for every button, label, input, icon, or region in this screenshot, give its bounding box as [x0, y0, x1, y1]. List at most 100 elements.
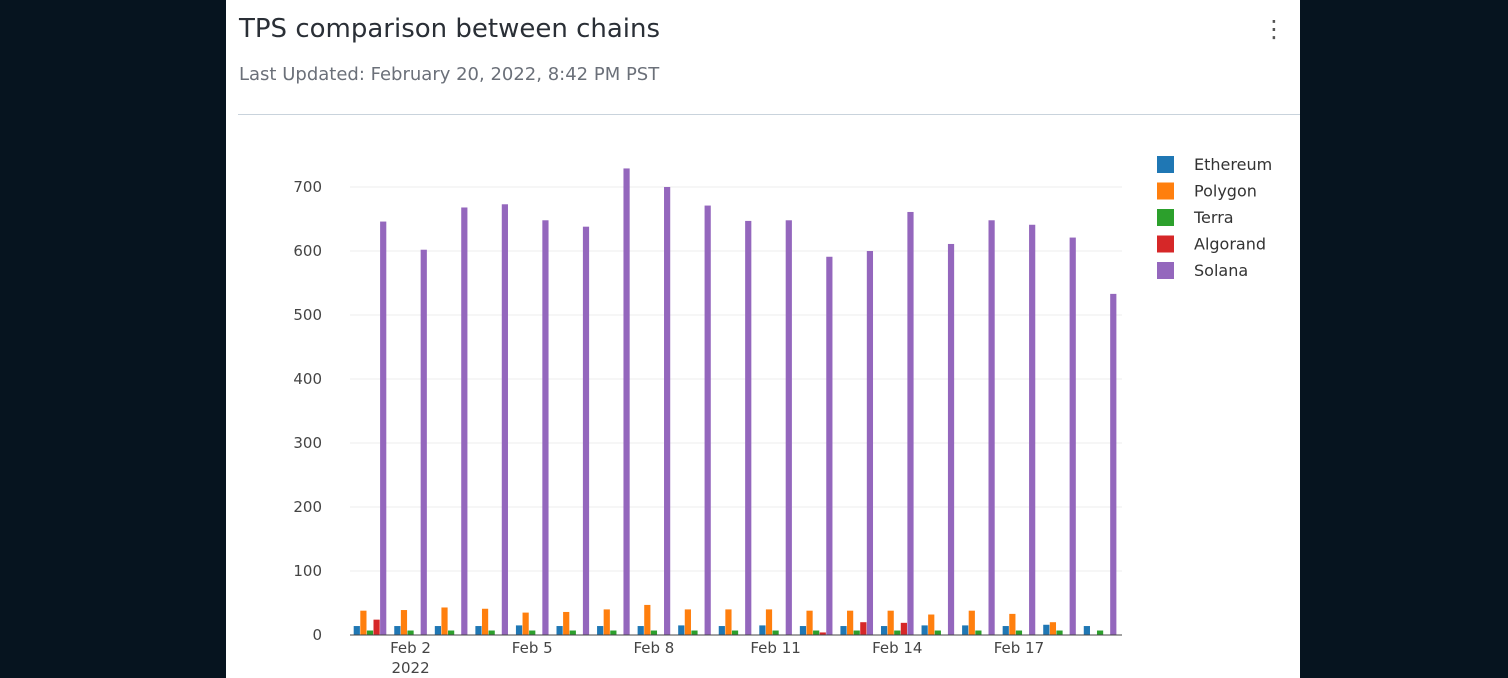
bar-ethereum: [597, 626, 604, 635]
bar-algorand: [860, 622, 867, 635]
y-tick-label: 200: [293, 498, 322, 516]
bar-algorand: [373, 619, 380, 635]
bar-algorand: [819, 632, 826, 635]
bar-solana: [380, 221, 387, 635]
bar-ethereum: [353, 626, 360, 635]
legend-swatch-solana: [1157, 262, 1174, 279]
bar-ethereum: [1002, 626, 1009, 635]
bar-polygon: [847, 610, 854, 635]
y-tick-label: 400: [293, 370, 322, 388]
bar-polygon: [968, 610, 975, 635]
bar-solana: [420, 249, 427, 635]
bar-ethereum: [840, 626, 847, 635]
legend-swatch-terra: [1157, 209, 1174, 226]
bar-terra: [529, 630, 536, 635]
bar-ethereum: [921, 625, 928, 635]
bar-solana: [623, 168, 630, 635]
bar-solana: [947, 243, 955, 635]
bar-ethereum: [515, 625, 523, 635]
bar-polygon: [725, 609, 732, 635]
bar-terra: [407, 630, 414, 635]
legend-swatch-polygon: [1157, 182, 1174, 200]
x-tick-label: Feb 11: [750, 639, 800, 657]
bar-ethereum: [1083, 626, 1090, 635]
bar-terra: [975, 630, 982, 635]
bar-terra: [610, 630, 617, 635]
y-tick-label: 100: [293, 562, 322, 580]
bar-polygon: [563, 611, 570, 635]
bar-polygon: [360, 610, 367, 635]
y-tick-label: 600: [293, 242, 322, 260]
bar-solana: [664, 187, 671, 635]
bar-solana: [582, 226, 590, 635]
last-updated: Last Updated: February 20, 2022, 8:42 PM…: [239, 64, 660, 85]
bar-ethereum: [1043, 624, 1050, 635]
bar-ethereum: [759, 625, 766, 635]
page-title: TPS comparison between chains: [239, 14, 661, 44]
bar-solana: [1110, 293, 1117, 635]
y-tick-label: 300: [293, 434, 322, 452]
bar-polygon: [928, 614, 935, 635]
legend-label-solana: Solana: [1194, 261, 1248, 280]
bar-polygon: [400, 610, 408, 635]
bar-terra: [488, 630, 495, 635]
bar-terra: [1096, 630, 1104, 635]
y-tick-label: 500: [293, 306, 322, 324]
bar-terra: [1056, 630, 1063, 635]
bar-ethereum: [678, 625, 685, 635]
bar-solana: [1069, 237, 1076, 635]
bar-ethereum: [880, 626, 888, 635]
bar-terra: [894, 630, 901, 635]
x-tick-label: Feb 17: [994, 639, 1044, 657]
bar-solana: [1029, 224, 1036, 635]
bar-polygon: [441, 607, 448, 635]
legend-label-algorand: Algorand: [1194, 235, 1266, 254]
bar-polygon: [522, 612, 529, 635]
y-tick-label: 0: [312, 626, 322, 644]
x-tick-label: Feb 5: [512, 639, 553, 657]
bar-terra: [813, 630, 820, 635]
bar-polygon: [806, 610, 813, 635]
bar-terra: [650, 630, 658, 635]
bar-ethereum: [475, 626, 482, 635]
bar-solana: [461, 207, 468, 636]
chart-card: TPS comparison between chains Last Updat…: [226, 0, 1300, 678]
legend-swatch-algorand: [1157, 235, 1174, 253]
bar-terra: [731, 630, 739, 635]
bar-terra: [934, 630, 941, 635]
bar-polygon: [684, 609, 691, 635]
bar-solana: [745, 220, 752, 636]
bar-polygon: [1009, 613, 1016, 635]
bar-solana: [501, 204, 508, 635]
bar-terra: [1015, 630, 1023, 635]
bar-terra: [448, 630, 455, 635]
legend-label-polygon: Polygon: [1194, 182, 1257, 201]
bar-algorand: [900, 622, 907, 635]
bar-solana: [988, 220, 995, 635]
bar-solana: [542, 220, 549, 635]
legend-label-ethereum: Ethereum: [1194, 155, 1272, 174]
x-tick-label: Feb 2: [390, 639, 431, 657]
bar-polygon: [1049, 622, 1057, 635]
bar-polygon: [765, 609, 773, 635]
bar-solana: [704, 205, 711, 635]
bar-ethereum: [962, 625, 969, 635]
bar-polygon: [481, 608, 489, 635]
x-tick-year: 2022: [391, 659, 429, 677]
legend-swatch-ethereum: [1157, 156, 1174, 173]
bar-solana: [785, 220, 792, 635]
bar-ethereum: [637, 626, 644, 635]
divider: [238, 114, 1300, 115]
bar-terra: [366, 630, 374, 635]
y-tick-label: 700: [293, 178, 322, 196]
bar-ethereum: [799, 626, 807, 635]
bar-ethereum: [718, 626, 725, 635]
bar-polygon: [887, 610, 894, 635]
bar-terra: [569, 630, 576, 635]
x-tick-label: Feb 8: [633, 639, 674, 657]
bar-polygon: [603, 609, 610, 635]
bar-terra: [691, 630, 698, 635]
bar-terra: [853, 630, 860, 635]
x-tick-label: Feb 14: [872, 639, 922, 657]
bar-solana: [907, 211, 914, 635]
